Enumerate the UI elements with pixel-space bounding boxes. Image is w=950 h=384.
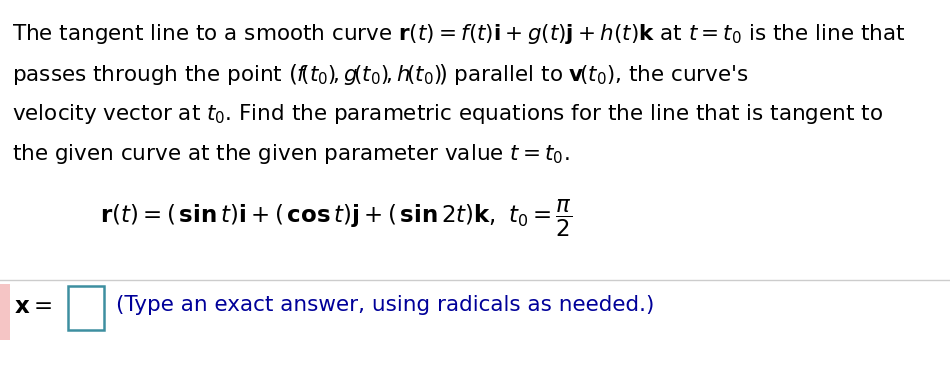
Bar <box>0 284 10 340</box>
Bar <box>68 286 104 330</box>
Text: $\mathbf{r}(t) = (\,\mathbf{sin}\, t)\mathbf{i} + (\,\mathbf{cos}\, t)\mathbf{j}: $\mathbf{r}(t) = (\,\mathbf{sin}\, t)\ma… <box>100 198 573 239</box>
Text: $\mathbf{x} =$: $\mathbf{x} =$ <box>14 295 52 318</box>
Text: passes through the point $\left(f\!\left(t_0\right)\!,g\!\left(t_0\right)\!,h\!\: passes through the point $\left(f\!\left… <box>12 62 749 87</box>
Text: (Type an exact answer, using radicals as needed.): (Type an exact answer, using radicals as… <box>116 295 655 315</box>
Text: velocity vector at $t_0$. Find the parametric equations for the line that is tan: velocity vector at $t_0$. Find the param… <box>12 102 883 126</box>
Text: The tangent line to a smooth curve $\mathbf{r}(t) = f(t)\mathbf{i} + g(t)\mathbf: The tangent line to a smooth curve $\mat… <box>12 22 905 46</box>
Text: the given curve at the given parameter value $t = t_0$.: the given curve at the given parameter v… <box>12 142 570 166</box>
